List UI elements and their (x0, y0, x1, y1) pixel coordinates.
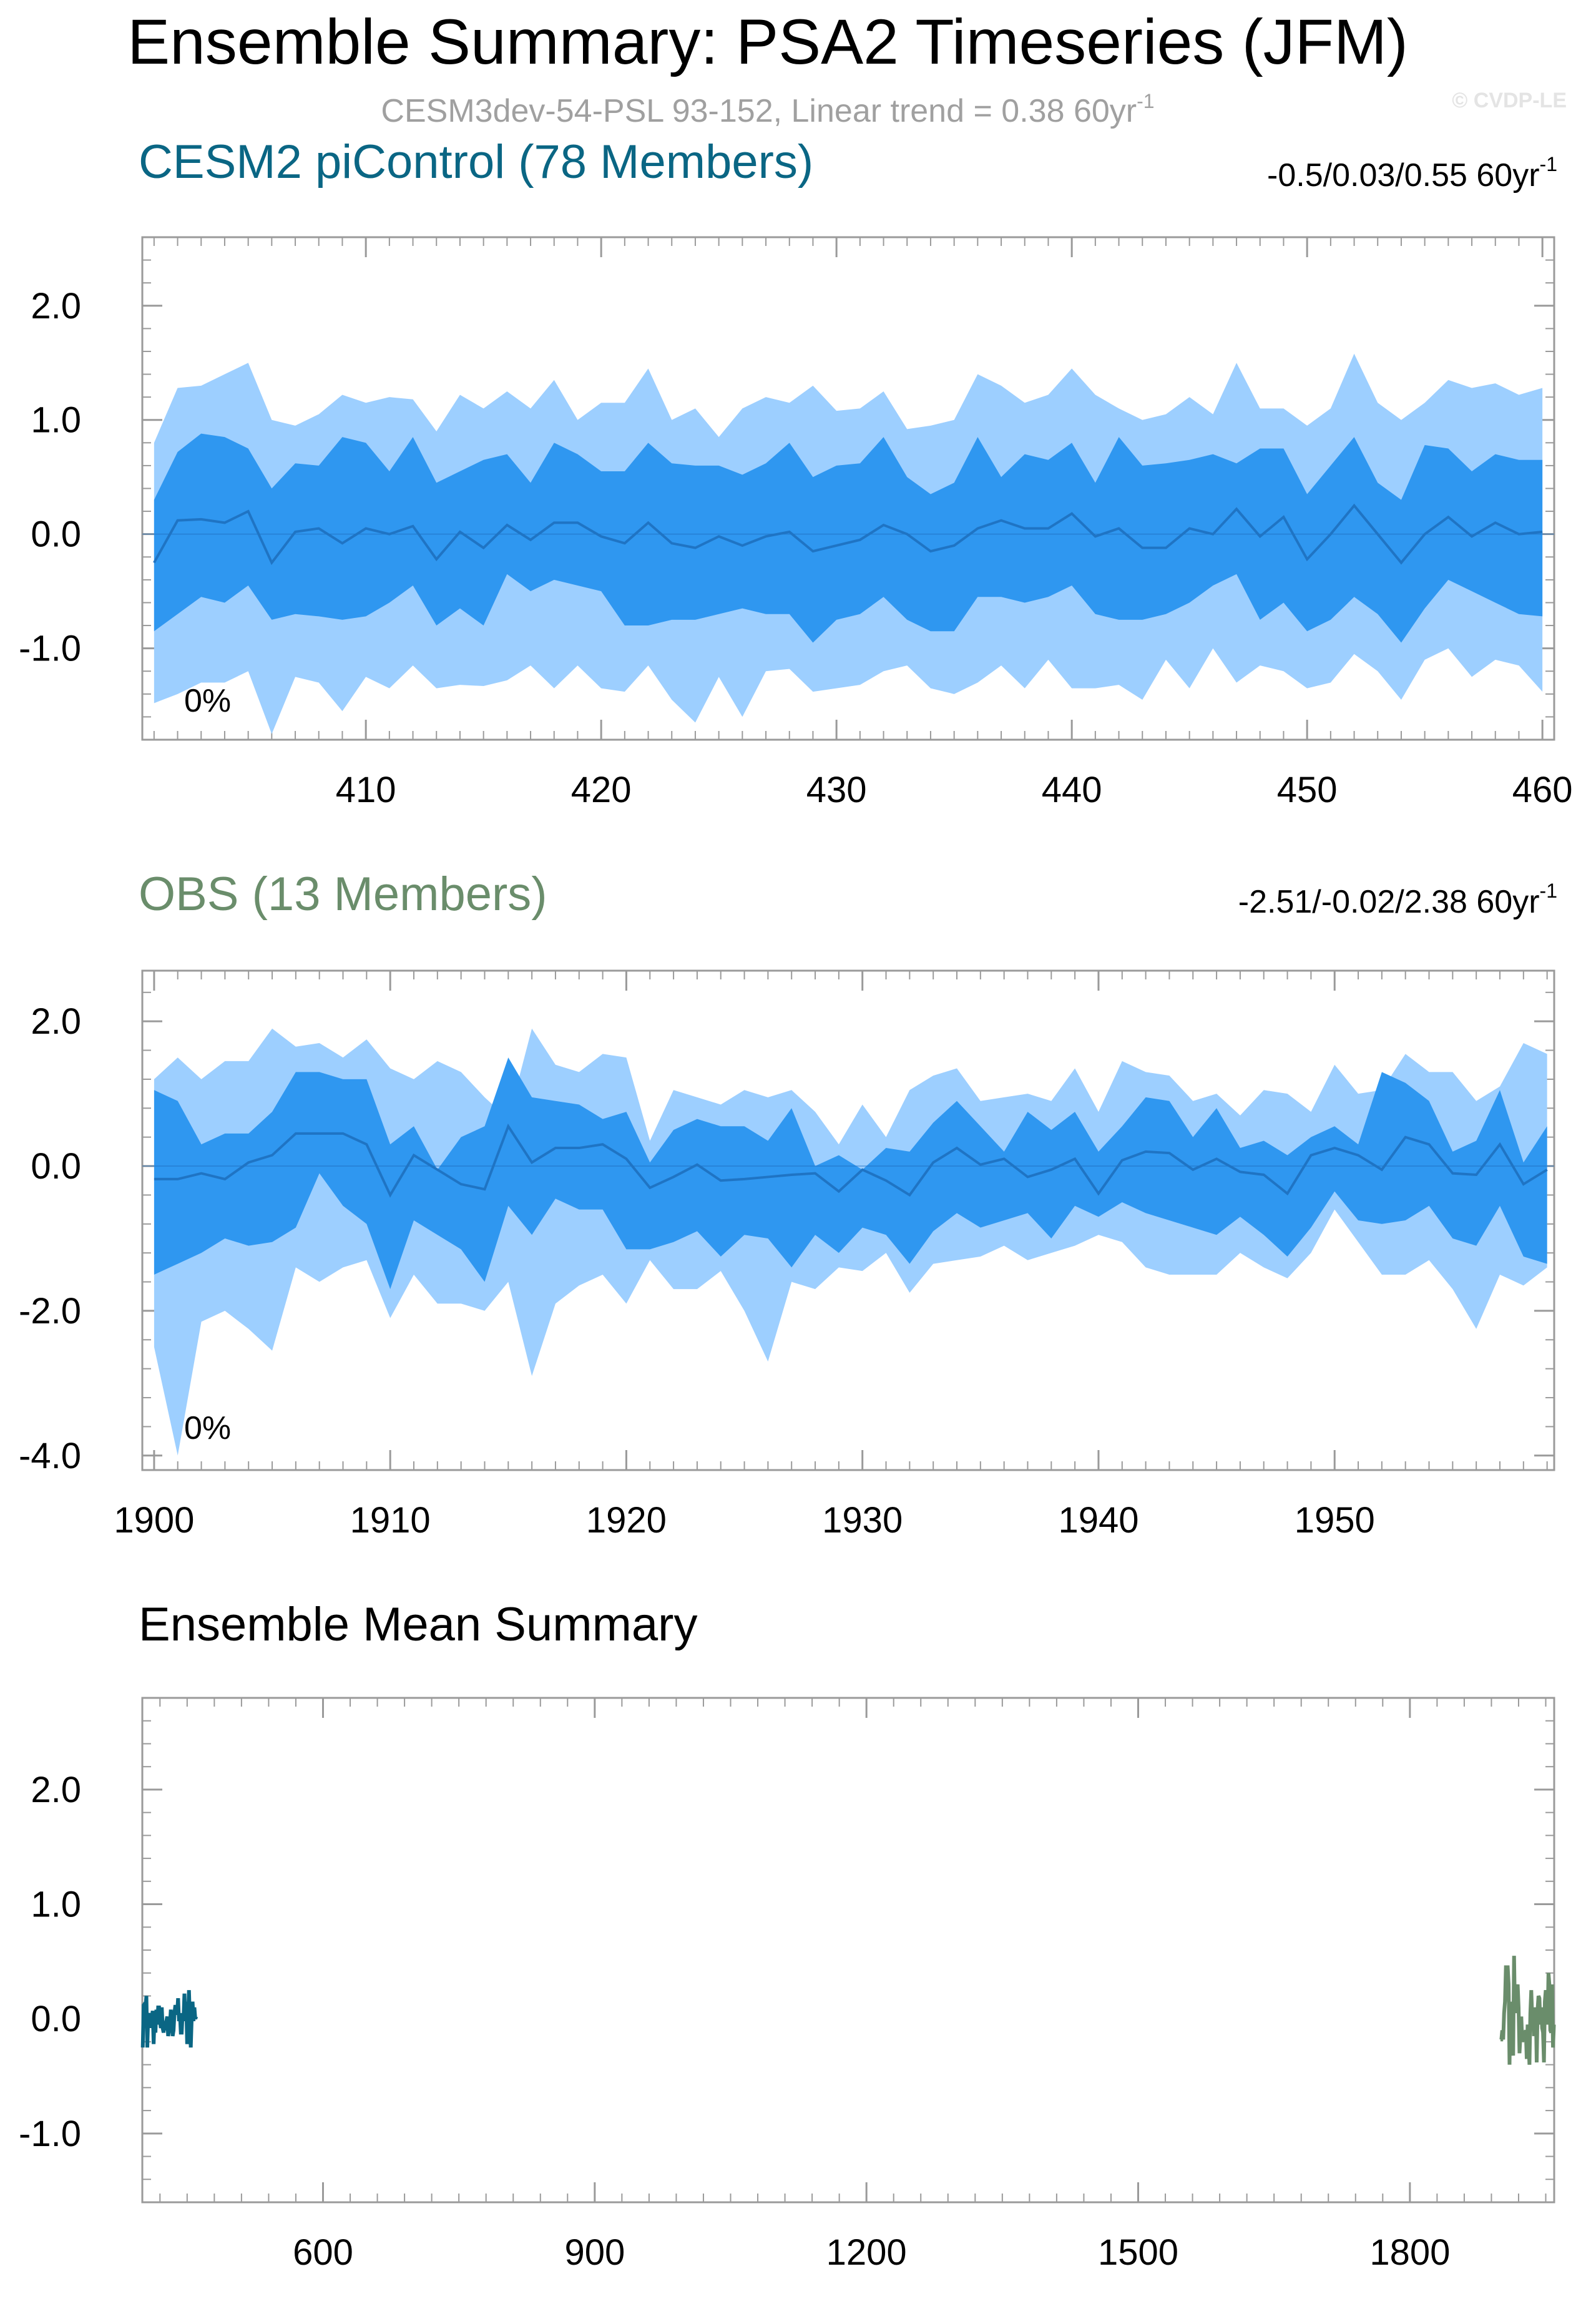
y-tick-label: -1.0 (19, 629, 81, 669)
panel-model-trend-label: -0.5/0.03/0.55 60yr-1 (1267, 153, 1557, 194)
x-tick-label: 430 (806, 770, 867, 810)
x-tick-label: 1800 (1369, 2232, 1450, 2273)
x-tick-label: 420 (571, 770, 632, 810)
y-tick-label: 2.0 (31, 286, 81, 326)
watermark: © CVDP-LE (1452, 89, 1567, 112)
x-tick-label: 410 (336, 770, 396, 810)
x-tick-label: 1200 (826, 2232, 907, 2273)
panel-obs-trend-label: -2.51/-0.02/2.38 60yr-1 (1238, 880, 1557, 920)
y-tick-label: -2.0 (19, 1291, 81, 1331)
panel-ensemble-mean-title: Ensemble Mean Summary (139, 1598, 697, 1651)
series-line-model (140, 1990, 198, 2048)
x-tick-label: 1920 (586, 1500, 667, 1541)
plot-frame (141, 969, 1555, 1471)
y-tick-label: 0.0 (31, 1146, 81, 1187)
y-tick-label: 1.0 (31, 400, 81, 441)
y-tick-label: 0.0 (31, 1999, 81, 2039)
plot-frame (141, 1697, 1555, 2204)
x-tick-label: 460 (1512, 770, 1573, 810)
y-tick-label: 1.0 (31, 1885, 81, 1925)
figure-title: Ensemble Summary: PSA2 Timeseries (JFM) (127, 6, 1408, 77)
x-tick-label: 1940 (1058, 1500, 1138, 1541)
x-tick-label: 1500 (1098, 2232, 1178, 2273)
x-tick-label: 900 (564, 2232, 625, 2273)
x-tick-label: 1950 (1295, 1500, 1375, 1541)
ensemble-mean-line (153, 503, 1543, 566)
panel-model-title: CESM2 piControl (78 Members) (139, 135, 813, 189)
figure-subtitle: CESM3dev-54-PSL 93-152, Linear trend = 0… (381, 90, 1154, 129)
subtitle-text: CESM3dev-54-PSL 93-152, Linear trend = 0… (381, 93, 1137, 129)
x-tick-label: 1930 (822, 1500, 903, 1541)
ensemble-mean-line (154, 1123, 1548, 1198)
inner-spread-band (154, 433, 1543, 643)
panel-model: CESM2 piControl (78 Members) -0.5/0.03/0… (19, 135, 1572, 810)
x-tick-label: 600 (293, 2232, 353, 2273)
panel-obs-title: OBS (13 Members) (139, 868, 547, 921)
y-tick-label: -1.0 (19, 2114, 81, 2154)
percent-label: 0% (184, 683, 231, 719)
percent-label: 0% (184, 1410, 231, 1446)
x-tick-label: 440 (1042, 770, 1102, 810)
x-tick-label: 450 (1277, 770, 1338, 810)
x-tick-label: 1910 (350, 1500, 431, 1541)
x-tick-label: 1900 (114, 1500, 194, 1541)
inner-spread-band (154, 1057, 1547, 1290)
panel-obs: OBS (13 Members) -2.51/-0.02/2.38 60yr-1… (19, 868, 1557, 1541)
y-tick-label: 2.0 (31, 1001, 81, 1042)
subtitle-superscript: -1 (1137, 90, 1154, 112)
y-tick-label: -4.0 (19, 1436, 81, 1476)
series-line-obs (1499, 1956, 1556, 2065)
y-tick-label: 2.0 (31, 1770, 81, 1810)
y-tick-label: 0.0 (31, 514, 81, 555)
panel-ensemble-mean: Ensemble Mean Summary 600 900 1200 1500 1800… (19, 1598, 1556, 2273)
